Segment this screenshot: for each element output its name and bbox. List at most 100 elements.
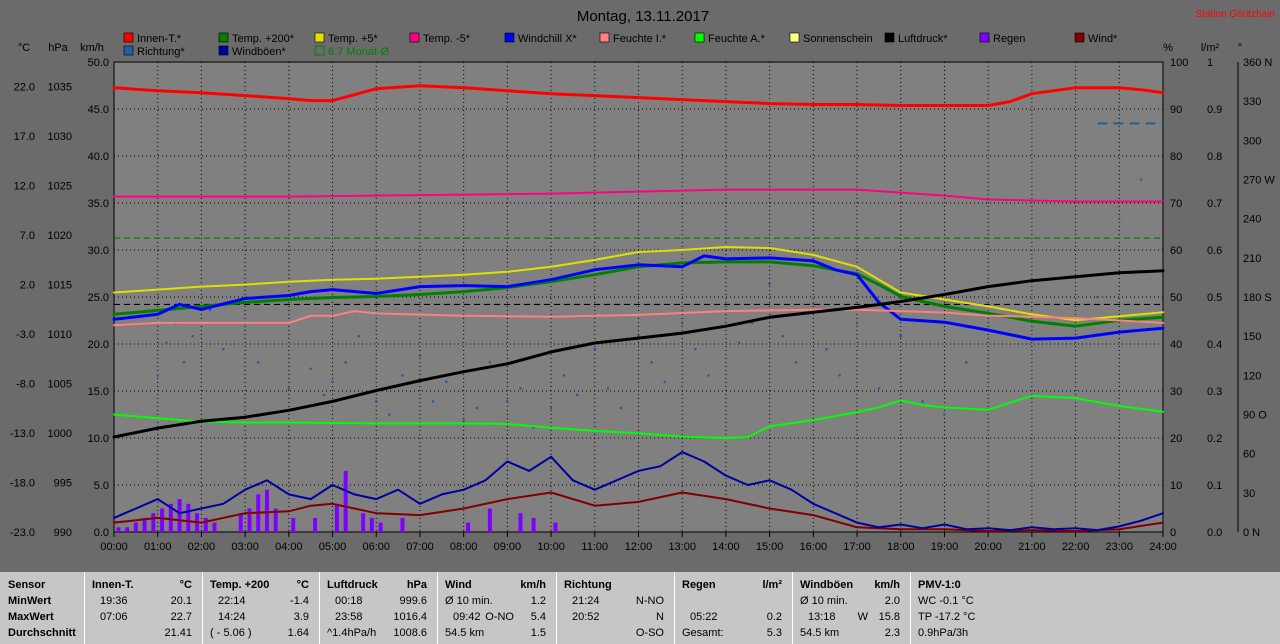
temp-tick-label: -23.0 xyxy=(10,527,35,539)
rain-bar xyxy=(553,522,558,532)
legend-label: 6.7 Monat-Ø xyxy=(328,46,390,58)
temp-tick-label: 22.0 xyxy=(14,82,35,94)
speed-tick-label: 10.0 xyxy=(88,433,109,445)
legend-swatch xyxy=(123,32,134,43)
direction-point xyxy=(921,400,924,403)
table-group-unit: km/h xyxy=(520,579,546,591)
direction-point xyxy=(357,334,361,338)
table-cell: 13:18 xyxy=(808,611,836,623)
x-tick-label: 19:00 xyxy=(931,541,959,553)
direction-tick-label: 180 S xyxy=(1243,292,1272,304)
percent-tick-label: 60 xyxy=(1170,245,1182,257)
direction-point xyxy=(444,380,448,384)
direction-point xyxy=(943,413,946,416)
rain-bar xyxy=(378,522,383,532)
table-group-title: Temp. +200 xyxy=(210,579,270,591)
rain-bar xyxy=(313,517,318,532)
direction-point xyxy=(344,360,347,364)
rain-bar xyxy=(400,517,405,532)
table-cell: 20.1 xyxy=(170,595,192,607)
temp-tick-label: -13.0 xyxy=(10,428,35,440)
direction-point xyxy=(431,400,435,403)
table-cell: 2.3 xyxy=(884,627,900,639)
legend-label: Feuchte I.* xyxy=(613,33,667,45)
x-tick-label: 24:00 xyxy=(1149,541,1177,553)
direction-point xyxy=(401,374,404,377)
table-group-title: PMV-1:0 xyxy=(918,579,961,591)
direction-point xyxy=(680,321,684,325)
temp-tick-label: -3.0 xyxy=(16,329,35,341)
table-cell: ^1.4hPa/h xyxy=(327,627,377,639)
direction-point xyxy=(165,341,168,344)
legend-swatch xyxy=(789,32,800,43)
x-tick-label: 20:00 xyxy=(974,541,1002,553)
x-tick-label: 17:00 xyxy=(843,541,871,553)
rain-bar xyxy=(142,517,147,532)
direction-point xyxy=(549,406,553,410)
direction-point xyxy=(287,387,291,390)
table-group-title: Regen xyxy=(682,579,716,591)
direction-tick-label: 60 xyxy=(1243,449,1255,461)
temp-tick-label: 7.0 xyxy=(20,230,35,242)
legend-swatch xyxy=(1074,32,1085,43)
legend-label: Richtung* xyxy=(137,46,185,58)
series-line-temp-5 xyxy=(113,188,1164,203)
legend-swatch xyxy=(599,32,610,43)
table-group-unit: °C xyxy=(179,579,192,591)
direction-point xyxy=(182,360,186,364)
table-group-title: Richtung xyxy=(564,579,612,591)
rain-bar xyxy=(334,503,339,532)
table-separator xyxy=(437,572,438,644)
direction-tick-label: 120 xyxy=(1243,370,1261,382)
legend-label: Windchill X* xyxy=(518,33,577,45)
pressure-tick-label: 995 xyxy=(54,478,72,490)
direction-point xyxy=(1117,217,1121,220)
rain-bar xyxy=(466,522,471,532)
plot-border xyxy=(113,61,1164,533)
table-cell: 05:22 xyxy=(690,611,718,623)
table-cell: 07:06 xyxy=(100,611,128,623)
pressure-tick-label: 1020 xyxy=(48,230,72,242)
speed-tick-label: 40.0 xyxy=(88,151,109,163)
rain-bar xyxy=(247,508,252,532)
direction-point xyxy=(606,387,610,390)
legend-label: Temp. +5* xyxy=(328,33,379,45)
speed-tick-label: 20.0 xyxy=(88,339,109,351)
rain-tick-label: 0.8 xyxy=(1207,151,1222,163)
table-group-title: Windböen xyxy=(800,579,854,591)
table-separator xyxy=(674,572,675,644)
percent-tick-label: 10 xyxy=(1170,480,1182,492)
x-tick-label: 09:00 xyxy=(494,541,522,553)
direction-point xyxy=(737,341,741,344)
table-cell: ( - 5.06 ) xyxy=(210,627,252,639)
direction-point xyxy=(825,347,828,351)
direction-point xyxy=(1096,295,1099,299)
direction-point xyxy=(812,302,815,305)
direction-point xyxy=(309,367,312,371)
table-cell: W xyxy=(857,611,868,623)
rain-bar xyxy=(186,503,191,532)
rain-bar xyxy=(203,517,208,532)
table-group-unit: hPa xyxy=(406,579,427,591)
x-tick-label: 05:00 xyxy=(319,541,347,553)
direction-point xyxy=(781,334,785,338)
speed-tick-label: 0.0 xyxy=(94,527,109,539)
direction-point xyxy=(694,347,697,351)
legend-label: Regen xyxy=(993,33,1025,45)
speed-tick-label: 15.0 xyxy=(88,386,109,398)
table-cell: 54.5 km xyxy=(445,627,485,639)
percent-tick-label: 90 xyxy=(1170,104,1182,116)
direction-tick-label: 270 W xyxy=(1243,175,1275,187)
rain-bar xyxy=(177,499,182,532)
x-tick-label: 21:00 xyxy=(1018,541,1046,553)
table-cell: 0.2 xyxy=(766,611,782,623)
direction-point xyxy=(855,321,859,325)
x-tick-label: 00:00 xyxy=(100,541,128,553)
percent-tick-label: 20 xyxy=(1170,433,1182,445)
percent-tick-label: 0 xyxy=(1170,527,1176,539)
table-separator xyxy=(84,572,85,644)
direction-tick-label: 210 xyxy=(1243,253,1261,265)
table-cell: 1.2 xyxy=(530,595,546,607)
unit-pressure: hPa xyxy=(48,42,68,54)
rain-bar xyxy=(133,522,138,532)
